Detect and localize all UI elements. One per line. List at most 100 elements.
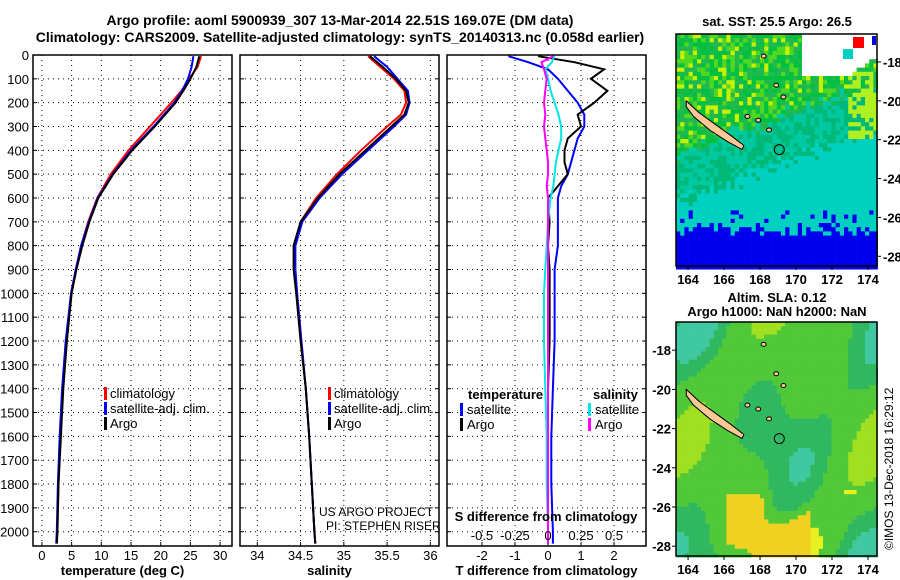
map-cell	[692, 330, 698, 335]
map-cell	[768, 38, 773, 43]
map-cell	[776, 397, 782, 403]
map-cell	[789, 338, 794, 344]
map-cell	[839, 160, 845, 165]
map-cell	[747, 326, 752, 331]
map-cell	[793, 71, 799, 77]
map-cell	[705, 389, 710, 394]
map-cell	[839, 97, 845, 102]
map-cell	[680, 97, 685, 102]
map-cell	[869, 42, 874, 47]
map-cell	[751, 193, 757, 199]
map-cell	[709, 109, 715, 115]
map-cell	[865, 414, 870, 419]
map-cell	[814, 223, 820, 228]
map-cell	[860, 477, 866, 482]
map-cell	[852, 122, 857, 127]
map-cell	[739, 42, 744, 47]
map-cell	[839, 265, 845, 270]
map-cell	[688, 76, 694, 81]
map-cell	[768, 105, 773, 110]
map-cell	[785, 34, 790, 39]
map-cell	[793, 151, 799, 157]
map-cell	[802, 197, 807, 203]
map-cell	[739, 359, 744, 365]
map-cell	[835, 448, 841, 453]
map-cell	[781, 393, 786, 398]
map-cell	[764, 473, 769, 478]
map-cell	[839, 427, 845, 432]
map-cell	[760, 372, 765, 377]
map-cell	[852, 372, 857, 377]
map-cell	[705, 464, 710, 470]
map-cell	[831, 385, 836, 390]
map-cell	[730, 113, 736, 119]
map-cell	[852, 460, 857, 466]
map-cell	[839, 223, 845, 228]
map-cell	[865, 139, 870, 144]
map-cell	[734, 389, 740, 394]
map-cell	[705, 97, 710, 102]
map-cell	[810, 218, 815, 224]
map-cell	[730, 210, 736, 215]
map-cell	[755, 67, 761, 73]
map-cell	[852, 393, 857, 398]
map-cell	[860, 368, 866, 373]
map-cell	[692, 189, 698, 194]
map-cell	[785, 197, 790, 203]
map-cell	[772, 80, 778, 85]
map-cell	[718, 181, 723, 186]
map-cell	[705, 422, 710, 428]
map-cell	[823, 490, 828, 495]
map-cell	[818, 334, 824, 340]
y-tick-label: 1600	[0, 429, 29, 444]
map-cell	[802, 477, 807, 482]
map-cell	[743, 473, 748, 478]
map-cell	[814, 80, 820, 85]
map-cell	[718, 231, 723, 236]
map-cell	[726, 185, 731, 190]
map-cell	[806, 334, 811, 340]
map-cell	[818, 485, 824, 491]
map-cell	[827, 113, 832, 119]
map-cell	[806, 88, 811, 94]
map-cell	[869, 473, 874, 478]
map-cell	[844, 485, 849, 491]
map-cell	[751, 448, 757, 453]
map-cell	[684, 218, 689, 224]
map-cell	[818, 443, 824, 449]
map-cell	[697, 380, 702, 386]
map-cell	[856, 88, 862, 94]
map-cell	[680, 265, 685, 270]
map-cell	[709, 490, 715, 495]
map-cell	[726, 244, 731, 249]
map-cell	[684, 118, 689, 123]
map-cell	[768, 393, 773, 398]
map-cell	[835, 71, 841, 77]
map-cell	[747, 97, 752, 102]
map-cell	[751, 59, 757, 64]
map-cell	[705, 185, 710, 190]
map-cell	[772, 477, 778, 482]
map-cell	[831, 202, 836, 207]
map-cell	[697, 490, 702, 495]
map-cell	[827, 231, 832, 236]
map-cell	[734, 477, 740, 482]
map-cell	[680, 347, 685, 352]
map-cell	[701, 185, 706, 190]
map-cell	[827, 452, 832, 457]
map-cell	[755, 456, 761, 461]
map-cell	[751, 84, 757, 89]
map-cell	[697, 147, 702, 152]
map-cell	[860, 343, 866, 348]
map-cell	[718, 260, 723, 266]
map-cell	[848, 67, 853, 73]
map-cell	[701, 326, 706, 331]
map-cell	[873, 160, 878, 165]
map-cell	[781, 443, 786, 449]
map-cell	[680, 134, 685, 140]
map-cell	[844, 456, 849, 461]
map-cell	[797, 460, 803, 466]
map-cell	[869, 244, 874, 249]
map-cell	[676, 355, 681, 361]
map-cell	[676, 393, 681, 398]
